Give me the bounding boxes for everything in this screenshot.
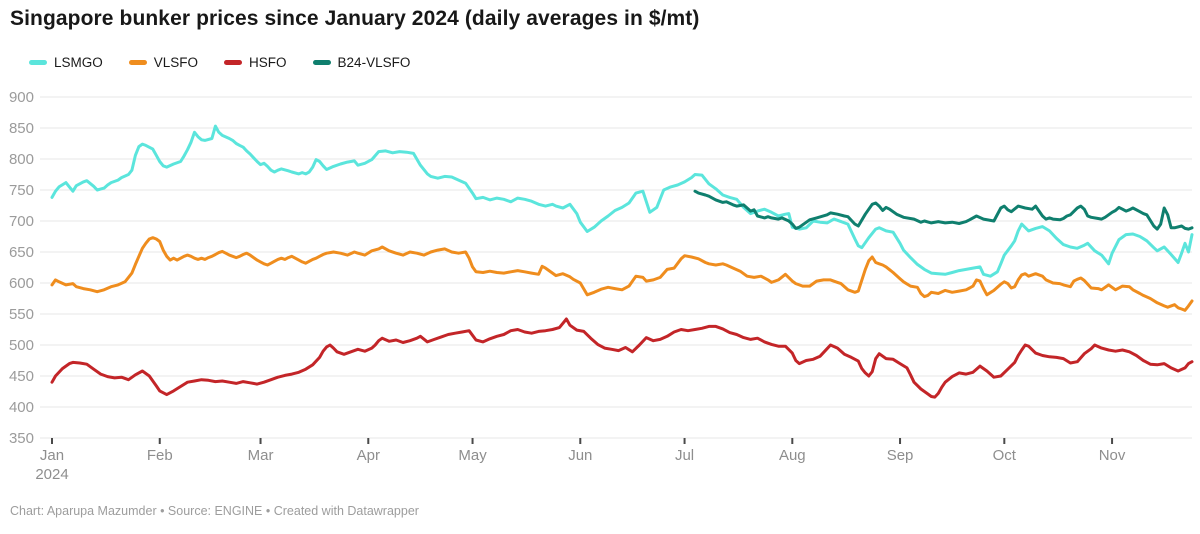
- x-axis-label: Feb: [147, 447, 173, 464]
- legend-item-b24-vlsfo: B24-VLSFO: [312, 55, 411, 70]
- y-axis-label: 600: [9, 275, 34, 292]
- legend-label: LSMGO: [54, 55, 103, 70]
- x-axis-label: Aug: [779, 447, 806, 464]
- legend-swatch-icon: [312, 60, 331, 65]
- x-axis-label: Nov: [1099, 447, 1126, 464]
- x-axis-label: May: [458, 447, 487, 464]
- x-axis-label: Mar: [248, 447, 274, 464]
- series-line-b24-vlsfo: [693, 189, 1194, 231]
- y-axis-label: 550: [9, 306, 34, 323]
- legend-swatch-icon: [224, 60, 243, 65]
- y-axis-label: 750: [9, 182, 34, 199]
- series-line-lsmgo: [50, 124, 1194, 278]
- legend-label: VLSFO: [153, 55, 199, 70]
- x-axis-label: Jun: [568, 447, 592, 464]
- x-axis-label: Sep: [887, 447, 914, 464]
- attribution-footer: Chart: Aparupa Mazumder • Source: ENGINE…: [10, 504, 419, 518]
- series-line-vlsfo: [50, 236, 1194, 312]
- x-axis-label: Jul: [675, 447, 694, 464]
- y-axis-label: 400: [9, 399, 34, 416]
- legend-item-hsfo: HSFO: [224, 55, 287, 70]
- y-axis-label: 800: [9, 151, 34, 168]
- series-line-hsfo: [50, 317, 1194, 399]
- y-axis-label: 900: [9, 89, 34, 106]
- x-axis-label: Jan: [40, 447, 64, 464]
- x-axis-year-label: 2024: [35, 466, 68, 483]
- legend-item-lsmgo: LSMGO: [29, 55, 103, 70]
- legend-item-vlsfo: VLSFO: [128, 55, 199, 70]
- chart-title: Singapore bunker prices since January 20…: [10, 7, 700, 30]
- legend: LSMGO VLSFO HSFO B24-VLSFO: [29, 55, 410, 70]
- legend-label: HSFO: [249, 55, 287, 70]
- y-axis-label: 500: [9, 337, 34, 354]
- legend-swatch-icon: [128, 60, 147, 65]
- y-axis-label: 650: [9, 244, 34, 261]
- legend-label: B24-VLSFO: [337, 55, 411, 70]
- y-axis-label: 450: [9, 368, 34, 385]
- x-axis-label: Oct: [993, 447, 1017, 464]
- x-axis-label: Apr: [357, 447, 380, 464]
- y-axis-label: 350: [9, 430, 34, 447]
- y-axis-label: 700: [9, 213, 34, 230]
- y-axis-label: 850: [9, 120, 34, 137]
- legend-swatch-icon: [29, 60, 47, 65]
